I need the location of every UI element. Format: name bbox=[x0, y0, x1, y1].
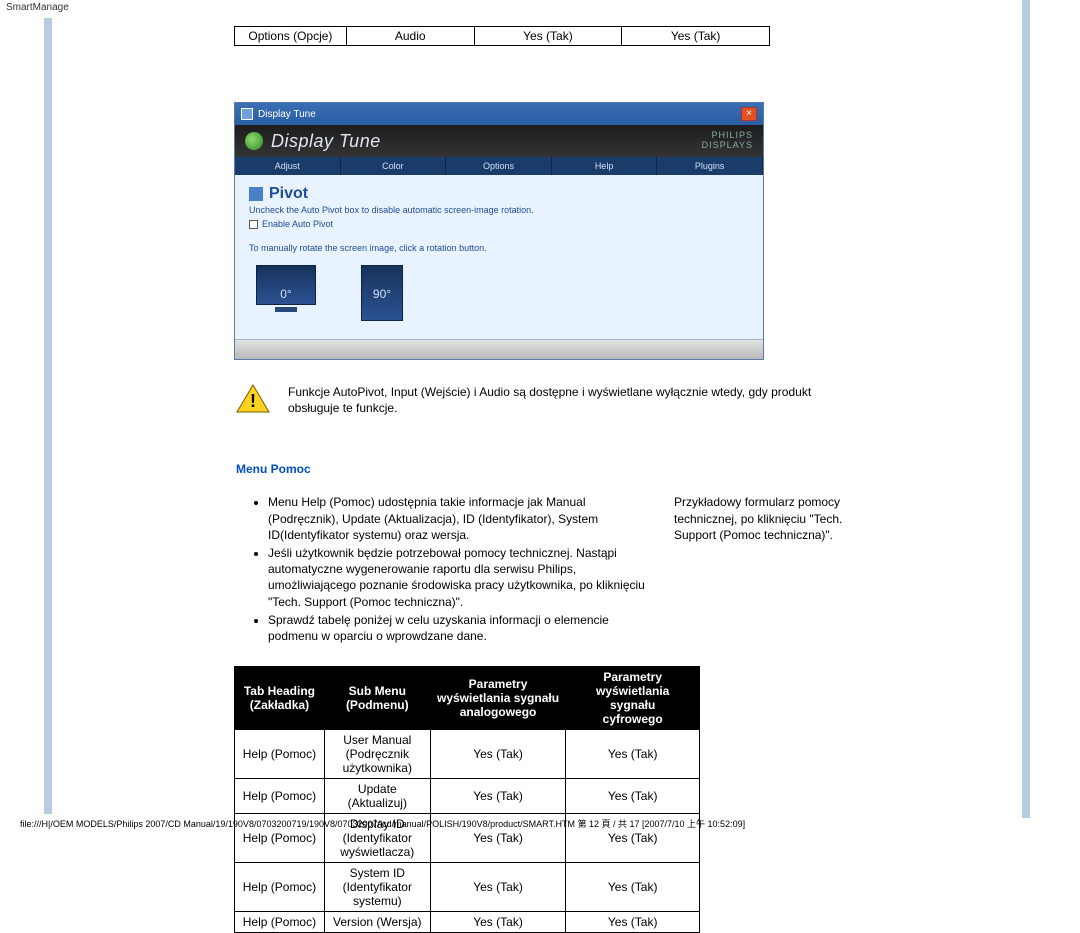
panel-hint-1: Uncheck the Auto Pivot box to disable au… bbox=[249, 205, 749, 215]
top-cell-4: Yes (Tak) bbox=[622, 27, 770, 46]
table-row: Help (Pomoc) Update (Aktualizuj) Yes (Ta… bbox=[235, 779, 700, 814]
window-bottom-bar bbox=[235, 339, 763, 359]
panel-title: Pivot bbox=[249, 185, 749, 203]
th-sub-menu: Sub Menu(Podmenu) bbox=[324, 667, 430, 730]
tab-adjust[interactable]: Adjust bbox=[235, 157, 341, 175]
panel-title-text: Pivot bbox=[269, 185, 308, 203]
rotate-0-button[interactable]: 0° bbox=[249, 265, 323, 323]
help-bullet-list: Menu Help (Pomoc) udostępnia takie infor… bbox=[234, 494, 654, 646]
rotate-90-button[interactable]: 90° bbox=[345, 265, 419, 323]
right-stripe bbox=[1022, 0, 1030, 818]
top-cell-1: Options (Opcje) bbox=[235, 27, 347, 46]
page-wrap: Options (Opcje) Audio Yes (Tak) Yes (Tak… bbox=[44, 18, 914, 814]
side-note: Przykładowy formularz pomocy technicznej… bbox=[674, 494, 864, 646]
pivot-panel: Pivot Uncheck the Auto Pivot box to disa… bbox=[235, 175, 763, 339]
footer-path: file:///H|/OEM MODELS/Philips 2007/CD Ma… bbox=[20, 817, 1060, 830]
help-table-body: Help (Pomoc) User Manual (Podręcznik uży… bbox=[235, 730, 700, 933]
th-tab-heading: Tab Heading(Zakładka) bbox=[235, 667, 325, 730]
bullets-row: Menu Help (Pomoc) udostępnia takie infor… bbox=[234, 494, 914, 646]
close-icon[interactable]: × bbox=[741, 107, 757, 121]
tab-row: Adjust Color Options Help Plugins bbox=[235, 157, 763, 175]
th-analog: Parametrywyświetlania sygnałuanalogowego bbox=[430, 667, 566, 730]
help-table: Tab Heading(Zakładka) Sub Menu(Podmenu) … bbox=[234, 666, 700, 933]
warning-icon: ! bbox=[236, 384, 270, 414]
bullet-2: Jeśli użytkownik będzie potrzebował pomo… bbox=[268, 545, 654, 610]
brand-icon bbox=[245, 132, 263, 150]
tab-color[interactable]: Color bbox=[341, 157, 447, 175]
bullet-1: Menu Help (Pomoc) udostępnia takie infor… bbox=[268, 494, 654, 543]
brand-bar: Display Tune PHILIPSDISPLAYS bbox=[235, 125, 763, 157]
bullet-3: Sprawdź tabelę poniżej w celu uzyskania … bbox=[268, 612, 654, 644]
content: Options (Opcje) Audio Yes (Tak) Yes (Tak… bbox=[234, 18, 914, 933]
auto-pivot-checkbox[interactable]: Enable Auto Pivot bbox=[249, 219, 749, 229]
warning-row: ! Funkcje AutoPivot, Input (Wejście) i A… bbox=[236, 384, 856, 416]
tab-plugins[interactable]: Plugins bbox=[657, 157, 763, 175]
tab-options[interactable]: Options bbox=[446, 157, 552, 175]
pivot-icon bbox=[249, 187, 263, 201]
monitor-stand-icon bbox=[275, 307, 297, 312]
warning-text: Funkcje AutoPivot, Input (Wejście) i Aud… bbox=[288, 384, 856, 416]
table-row: Help (Pomoc) System ID (Identyfikator sy… bbox=[235, 863, 700, 912]
rotation-buttons: 0° 90° bbox=[249, 265, 749, 323]
left-stripe bbox=[44, 18, 52, 814]
display-tune-screenshot: Display Tune × Display Tune PHILIPSDISPL… bbox=[234, 102, 764, 360]
svg-text:!: ! bbox=[250, 391, 256, 411]
checkbox-label: Enable Auto Pivot bbox=[262, 219, 333, 229]
document-header: SmartManage bbox=[6, 2, 69, 13]
top-cell-3: Yes (Tak) bbox=[474, 27, 622, 46]
th-digital: Parametrywyświetlania sygnałucyfrowego bbox=[566, 667, 700, 730]
section-title: Menu Pomoc bbox=[236, 462, 914, 476]
window-titlebar: Display Tune × bbox=[235, 103, 763, 125]
tab-help[interactable]: Help bbox=[552, 157, 658, 175]
table-row: Help (Pomoc) User Manual (Podręcznik uży… bbox=[235, 730, 700, 779]
top-table-row: Options (Opcje) Audio Yes (Tak) Yes (Tak… bbox=[234, 26, 770, 46]
rotate-0-label: 0° bbox=[280, 287, 291, 301]
rotate-90-label: 90° bbox=[373, 287, 391, 301]
panel-hint-2: To manually rotate the screen image, cli… bbox=[249, 243, 749, 253]
checkbox-icon bbox=[249, 220, 258, 229]
table-row: Help (Pomoc) Version (Wersja) Yes (Tak) … bbox=[235, 912, 700, 933]
titlebar-app-icon bbox=[241, 108, 253, 120]
top-cell-2: Audio bbox=[346, 27, 474, 46]
brand-title: Display Tune bbox=[271, 131, 381, 152]
titlebar-text: Display Tune bbox=[258, 109, 316, 120]
philips-logo: PHILIPSDISPLAYS bbox=[702, 131, 753, 151]
